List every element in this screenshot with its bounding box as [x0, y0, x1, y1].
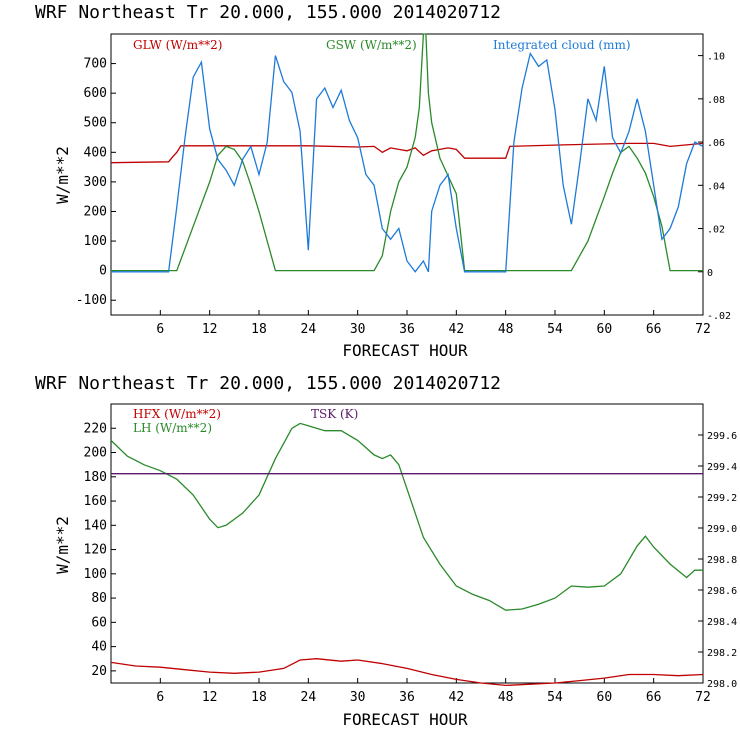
y2-tick-label: .10: [707, 52, 725, 63]
y2-tick-label: -.02: [707, 311, 731, 322]
y2-tick-label: 298.4: [707, 617, 737, 628]
y-tick-label: 0: [99, 264, 107, 279]
x-tick-label: 24: [301, 322, 317, 337]
y-tick-label: 500: [84, 116, 107, 131]
chart-title: WRF Northeast Tr 20.000, 155.000 2014020…: [35, 373, 501, 394]
y-tick-label: 700: [84, 57, 107, 72]
y2-tick-label: .06: [707, 138, 725, 149]
y-tick-label: 400: [84, 145, 107, 160]
left-y-ticks: 20 40 60 80 100 120 140 160 180 200 220: [84, 421, 116, 679]
y2-tick-label: 0: [707, 268, 713, 279]
x-ticks: 6 12 18 24 30 36 42 48 54 60 66 72: [156, 678, 711, 705]
chart-title: WRF Northeast Tr 20.000, 155.000 2014020…: [35, 2, 501, 23]
y-tick-label: 20: [91, 664, 107, 679]
series-line-gsw: [111, 33, 703, 272]
x-tick-label: 36: [399, 322, 415, 337]
x-tick-label: 18: [251, 322, 267, 337]
x-ticks: 6 12 18 24 30 36 42 48 54 60 66 72: [156, 310, 711, 337]
x-tick-label: 12: [202, 690, 218, 705]
y-tick-label: 200: [84, 446, 107, 461]
bottom-chart: WRF Northeast Tr 20.000, 155.000 2014020…: [35, 373, 737, 729]
x-tick-label: 42: [449, 690, 465, 705]
series-line-lh: [110, 422, 703, 611]
series-line-integrated: [111, 51, 704, 273]
x-tick-label: 54: [547, 690, 563, 705]
y2-tick-label: .08: [707, 95, 725, 106]
x-tick-label: 66: [646, 322, 662, 337]
x-tick-label: 30: [350, 322, 366, 337]
y-tick-label: 300: [84, 175, 107, 190]
x-tick-label: 36: [399, 690, 415, 705]
y-tick-label: 220: [84, 421, 107, 436]
x-tick-label: 60: [597, 322, 613, 337]
series-lines: [110, 33, 704, 273]
legend-lh: LH (W/m**2): [133, 421, 212, 435]
plot-frame: [110, 403, 704, 684]
x-tick-label: 24: [301, 690, 317, 705]
x-tick-label: 48: [498, 322, 514, 337]
y2-tick-label: 299.0: [707, 524, 737, 535]
y2-tick-label: 298.0: [707, 679, 737, 690]
legend-glw: GLW (W/m**2): [133, 38, 222, 52]
y-axis-label: W/m**2: [53, 516, 72, 574]
x-tick-label: 30: [350, 690, 366, 705]
x-tick-label: 6: [156, 690, 164, 705]
x-axis-label: FORECAST HOUR: [342, 341, 468, 360]
y2-tick-label: 298.2: [707, 648, 737, 659]
x-tick-label: 42: [449, 322, 465, 337]
y-tick-label: 40: [91, 640, 107, 655]
y-tick-label: -100: [76, 293, 107, 308]
y2-tick-label: 299.2: [707, 493, 737, 504]
x-tick-label: 60: [597, 690, 613, 705]
y-tick-label: 120: [84, 543, 107, 558]
x-tick-label: 66: [646, 690, 662, 705]
y2-tick-label: 298.8: [707, 555, 737, 566]
x-tick-label: 72: [695, 322, 711, 337]
y-tick-label: 60: [91, 615, 107, 630]
left-y-ticks: -100 0 100 200 300 400 500 600 700: [76, 57, 116, 308]
y-tick-label: 100: [84, 234, 107, 249]
y-tick-label: 100: [84, 567, 107, 582]
series-line-glw: [110, 142, 704, 164]
x-tick-label: 72: [695, 690, 711, 705]
y-tick-label: 600: [84, 86, 107, 101]
y-tick-label: 200: [84, 204, 107, 219]
series-line-hfx: [110, 658, 704, 687]
y-tick-label: 160: [84, 494, 107, 509]
x-axis-label: FORECAST HOUR: [342, 710, 468, 729]
x-tick-label: 6: [156, 322, 164, 337]
x-tick-label: 12: [202, 322, 218, 337]
legend-hfx: HFX (W/m**2): [133, 407, 221, 421]
legend-gsw: GSW (W/m**2): [326, 38, 417, 52]
x-tick-label: 48: [498, 690, 514, 705]
legend-tsk: TSK (K): [311, 407, 358, 421]
right-y-ticks: 298.0 298.2 298.4 298.6 298.8 299.0 299.2 299.4…: [698, 431, 737, 690]
right-y-ticks: -.02 0 .02 .04 .06 .08 .10: [698, 52, 731, 322]
y-tick-label: 80: [91, 591, 107, 606]
y-tick-label: 180: [84, 470, 107, 485]
y2-tick-label: 299.4: [707, 462, 737, 473]
y2-tick-label: 299.6: [707, 431, 737, 442]
series-lines: [110, 422, 704, 687]
y-tick-label: 140: [84, 518, 107, 533]
y2-tick-label: .02: [707, 225, 725, 236]
x-tick-label: 54: [547, 322, 563, 337]
y-axis-label: W/m**2: [53, 146, 72, 204]
legend-cloud: Integrated cloud (mm): [493, 38, 631, 52]
y2-tick-label: 298.6: [707, 586, 737, 597]
plot-frame: [110, 33, 704, 316]
y2-tick-label: .04: [707, 181, 725, 192]
top-chart: WRF Northeast Tr 20.000, 155.000 2014020…: [35, 2, 731, 360]
x-tick-label: 18: [251, 690, 267, 705]
